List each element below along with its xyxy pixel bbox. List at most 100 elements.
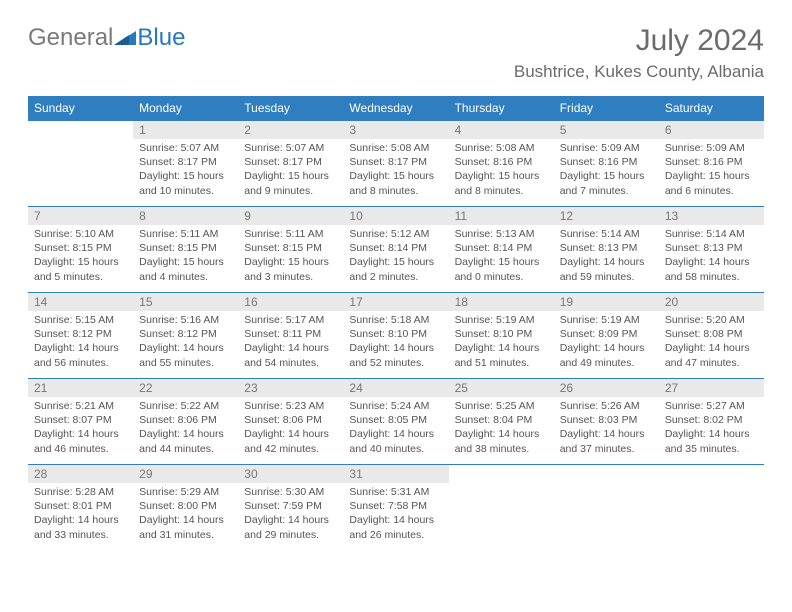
- cell-body: Sunrise: 5:12 AMSunset: 8:14 PMDaylight:…: [343, 225, 448, 288]
- daylight-text: Daylight: 15 hours and 8 minutes.: [349, 169, 442, 197]
- sunset-text: Sunset: 8:09 PM: [560, 327, 653, 341]
- cell-body: Sunrise: 5:11 AMSunset: 8:15 PMDaylight:…: [238, 225, 343, 288]
- sunrise-text: Sunrise: 5:20 AM: [665, 313, 758, 327]
- daylight-text: Daylight: 15 hours and 3 minutes.: [244, 255, 337, 283]
- daylight-text: Daylight: 14 hours and 44 minutes.: [139, 427, 232, 455]
- sunset-text: Sunset: 8:06 PM: [244, 413, 337, 427]
- calendar-cell: 19 Sunrise: 5:19 AMSunset: 8:09 PMDayligh…: [554, 293, 659, 379]
- day-number: 7: [28, 207, 133, 225]
- cell-body: Sunrise: 5:14 AMSunset: 8:13 PMDaylight:…: [659, 225, 764, 288]
- sunrise-text: Sunrise: 5:19 AM: [560, 313, 653, 327]
- sunrise-text: Sunrise: 5:11 AM: [139, 227, 232, 241]
- daylight-text: Daylight: 15 hours and 7 minutes.: [560, 169, 653, 197]
- calendar-week-row: 21Sunrise: 5:21 AMSunset: 8:07 PMDayligh…: [28, 379, 764, 465]
- sunset-text: Sunset: 7:58 PM: [349, 499, 442, 513]
- sunrise-text: Sunrise: 5:17 AM: [244, 313, 337, 327]
- sunset-text: Sunset: 8:06 PM: [139, 413, 232, 427]
- daylight-text: Daylight: 14 hours and 59 minutes.: [560, 255, 653, 283]
- cell-body: Sunrise: 5:09 AMSunset: 8:16 PMDaylight:…: [659, 139, 764, 202]
- sunrise-text: Sunrise: 5:31 AM: [349, 485, 442, 499]
- location-text: Bushtrice, Kukes County, Albania: [514, 62, 764, 82]
- day-number: 16: [238, 293, 343, 311]
- cell-body: Sunrise: 5:14 AMSunset: 8:13 PMDaylight:…: [554, 225, 659, 288]
- cell-body: Sunrise: 5:31 AMSunset: 7:58 PMDaylight:…: [343, 483, 448, 546]
- sunrise-text: Sunrise: 5:07 AM: [244, 141, 337, 155]
- sunset-text: Sunset: 8:16 PM: [455, 155, 548, 169]
- calendar-cell: 16Sunrise: 5:17 AMSunset: 8:11 PMDayligh…: [238, 293, 343, 379]
- weekday-header: Wednesday: [343, 96, 448, 121]
- sunrise-text: Sunrise: 5:15 AM: [34, 313, 127, 327]
- calendar-cell: 6Sunrise: 5:09 AMSunset: 8:16 PMDaylight…: [659, 121, 764, 207]
- daylight-text: Daylight: 14 hours and 35 minutes.: [665, 427, 758, 455]
- sunrise-text: Sunrise: 5:21 AM: [34, 399, 127, 413]
- calendar-cell: 30Sunrise: 5:30 AMSunset: 7:59 PMDayligh…: [238, 465, 343, 551]
- daylight-text: Daylight: 14 hours and 56 minutes.: [34, 341, 127, 369]
- calendar-cell: 15Sunrise: 5:16 AMSunset: 8:12 PMDayligh…: [133, 293, 238, 379]
- sunset-text: Sunset: 8:07 PM: [34, 413, 127, 427]
- sunset-text: Sunset: 7:59 PM: [244, 499, 337, 513]
- logo-text-general: General: [28, 24, 113, 52]
- sunrise-text: Sunrise: 5:26 AM: [560, 399, 653, 413]
- daylight-text: Daylight: 14 hours and 52 minutes.: [349, 341, 442, 369]
- cell-body: Sunrise: 5:10 AMSunset: 8:15 PMDaylight:…: [28, 225, 133, 288]
- calendar-header-row: SundayMondayTuesdayWednesdayThursdayFrid…: [28, 96, 764, 121]
- day-number: 24: [343, 379, 448, 397]
- sunset-text: Sunset: 8:12 PM: [139, 327, 232, 341]
- cell-body: Sunrise: 5:29 AMSunset: 8:00 PMDaylight:…: [133, 483, 238, 546]
- calendar-cell: 9Sunrise: 5:11 AMSunset: 8:15 PMDaylight…: [238, 207, 343, 293]
- calendar-week-row: 28Sunrise: 5:28 AMSunset: 8:01 PMDayligh…: [28, 465, 764, 551]
- cell-body: Sunrise: 5:07 AMSunset: 8:17 PMDaylight:…: [238, 139, 343, 202]
- sunset-text: Sunset: 8:15 PM: [244, 241, 337, 255]
- sunset-text: Sunset: 8:17 PM: [139, 155, 232, 169]
- day-number: 14: [28, 293, 133, 311]
- calendar-cell: 4Sunrise: 5:08 AMSunset: 8:16 PMDaylight…: [449, 121, 554, 207]
- daylight-text: Daylight: 15 hours and 0 minutes.: [455, 255, 548, 283]
- daylight-text: Daylight: 14 hours and 49 minutes.: [560, 341, 653, 369]
- calendar-cell: 17Sunrise: 5:18 AMSunset: 8:10 PMDayligh…: [343, 293, 448, 379]
- cell-body: Sunrise: 5:26 AMSunset: 8:03 PMDaylight:…: [554, 397, 659, 460]
- cell-body: Sunrise: 5:09 AMSunset: 8:16 PMDaylight:…: [554, 139, 659, 202]
- sunset-text: Sunset: 8:10 PM: [455, 327, 548, 341]
- sunset-text: Sunset: 8:14 PM: [455, 241, 548, 255]
- day-number: 19: [554, 293, 659, 311]
- day-number: 18: [449, 293, 554, 311]
- calendar-cell: 18Sunrise: 5:19 AMSunset: 8:10 PMDayligh…: [449, 293, 554, 379]
- daylight-text: Daylight: 15 hours and 4 minutes.: [139, 255, 232, 283]
- calendar-cell: 29Sunrise: 5:29 AMSunset: 8:00 PMDayligh…: [133, 465, 238, 551]
- daylight-text: Daylight: 14 hours and 47 minutes.: [665, 341, 758, 369]
- daylight-text: Daylight: 15 hours and 9 minutes.: [244, 169, 337, 197]
- sunrise-text: Sunrise: 5:29 AM: [139, 485, 232, 499]
- cell-body: Sunrise: 5:11 AMSunset: 8:15 PMDaylight:…: [133, 225, 238, 288]
- cell-body: Sunrise: 5:19 AMSunset: 8:10 PMDaylight:…: [449, 311, 554, 374]
- sunrise-text: Sunrise: 5:16 AM: [139, 313, 232, 327]
- cell-body: Sunrise: 5:08 AMSunset: 8:16 PMDaylight:…: [449, 139, 554, 202]
- calendar-cell: 12Sunrise: 5:14 AMSunset: 8:13 PMDayligh…: [554, 207, 659, 293]
- day-number: 12: [554, 207, 659, 225]
- day-number: 8: [133, 207, 238, 225]
- day-number: 3: [343, 121, 448, 139]
- daylight-text: Daylight: 15 hours and 5 minutes.: [34, 255, 127, 283]
- day-number: 26: [554, 379, 659, 397]
- sunset-text: Sunset: 8:03 PM: [560, 413, 653, 427]
- sunset-text: Sunset: 8:04 PM: [455, 413, 548, 427]
- daylight-text: Daylight: 14 hours and 38 minutes.: [455, 427, 548, 455]
- daylight-text: Daylight: 14 hours and 40 minutes.: [349, 427, 442, 455]
- calendar-cell: 8Sunrise: 5:11 AMSunset: 8:15 PMDaylight…: [133, 207, 238, 293]
- calendar-cell: .: [554, 465, 659, 551]
- logo: General Blue: [28, 24, 185, 52]
- day-number: 2: [238, 121, 343, 139]
- calendar-cell: 24Sunrise: 5:24 AMSunset: 8:05 PMDayligh…: [343, 379, 448, 465]
- sunset-text: Sunset: 8:12 PM: [34, 327, 127, 341]
- sunrise-text: Sunrise: 5:14 AM: [665, 227, 758, 241]
- cell-body: Sunrise: 5:21 AMSunset: 8:07 PMDaylight:…: [28, 397, 133, 460]
- cell-body: Sunrise: 5:16 AMSunset: 8:12 PMDaylight:…: [133, 311, 238, 374]
- calendar-cell: 20Sunrise: 5:20 AMSunset: 8:08 PMDayligh…: [659, 293, 764, 379]
- cell-body: Sunrise: 5:20 AMSunset: 8:08 PMDaylight:…: [659, 311, 764, 374]
- sunrise-text: Sunrise: 5:27 AM: [665, 399, 758, 413]
- calendar-cell: 23Sunrise: 5:23 AMSunset: 8:06 PMDayligh…: [238, 379, 343, 465]
- cell-body: Sunrise: 5:30 AMSunset: 7:59 PMDaylight:…: [238, 483, 343, 546]
- daylight-text: Daylight: 15 hours and 2 minutes.: [349, 255, 442, 283]
- sunset-text: Sunset: 8:17 PM: [244, 155, 337, 169]
- sunset-text: Sunset: 8:16 PM: [665, 155, 758, 169]
- cell-body: Sunrise: 5:23 AMSunset: 8:06 PMDaylight:…: [238, 397, 343, 460]
